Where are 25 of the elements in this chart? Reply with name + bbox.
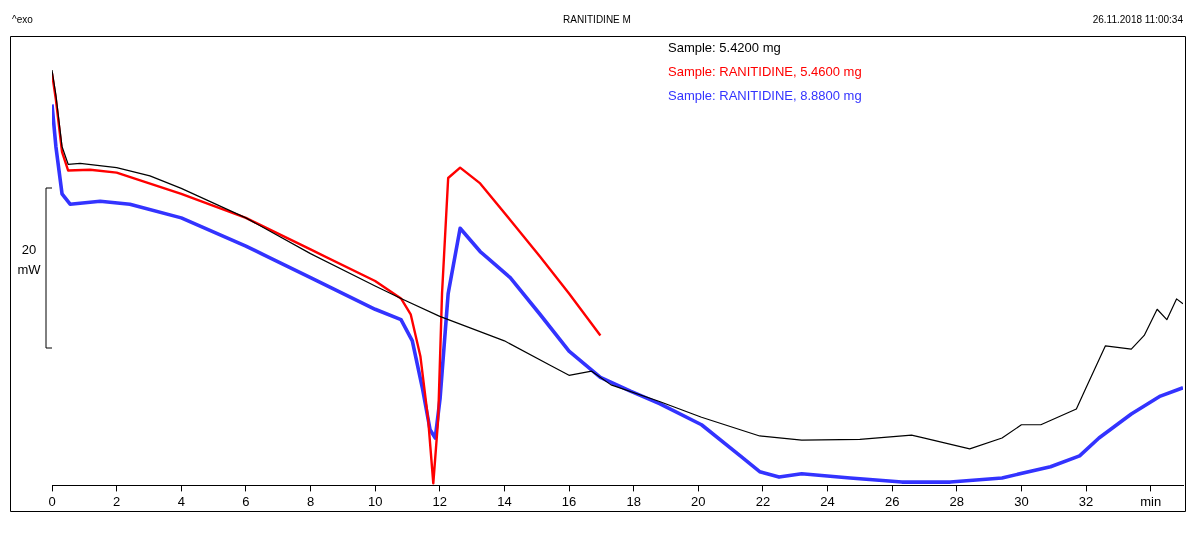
text: Sample: RANITIDINE, 8.8800 mg bbox=[668, 87, 862, 103]
x-tick-label: 4 bbox=[177, 493, 185, 509]
x-tick-label: 12 bbox=[432, 493, 448, 509]
x-tick-label: 6 bbox=[242, 493, 250, 509]
x-tick-label: 2 bbox=[113, 493, 121, 509]
x-tick-label: 32 bbox=[1078, 493, 1094, 509]
x-tick-label: 30 bbox=[1014, 493, 1029, 509]
x-tick-label: 10 bbox=[367, 493, 383, 509]
x-tick-label: min bbox=[1140, 493, 1162, 509]
x-tick-label: 26 bbox=[884, 493, 900, 509]
x-tick-label: 8 bbox=[306, 493, 315, 509]
x-tick-label: 22 bbox=[755, 493, 771, 509]
chart-title: RANITIDINE M bbox=[563, 13, 631, 25]
x-tick-label: 14 bbox=[497, 493, 512, 509]
text: Sample: 5.4200 mg bbox=[668, 39, 781, 55]
x-tick-label: 28 bbox=[949, 493, 965, 509]
x-tick-label: 0 bbox=[48, 493, 56, 509]
text: 20 mW bbox=[17, 241, 42, 277]
x-tick-label: 24 bbox=[820, 493, 835, 509]
x-tick-label: 20 bbox=[691, 493, 706, 509]
x-tick-label: 16 bbox=[561, 493, 577, 509]
text: ^exo bbox=[12, 13, 34, 25]
x-tick-label: 18 bbox=[626, 493, 641, 509]
text: 26.11.2018 11:00:34 bbox=[1092, 13, 1184, 25]
text: Sample: RANITIDINE, 5.4600 mg bbox=[668, 63, 862, 79]
